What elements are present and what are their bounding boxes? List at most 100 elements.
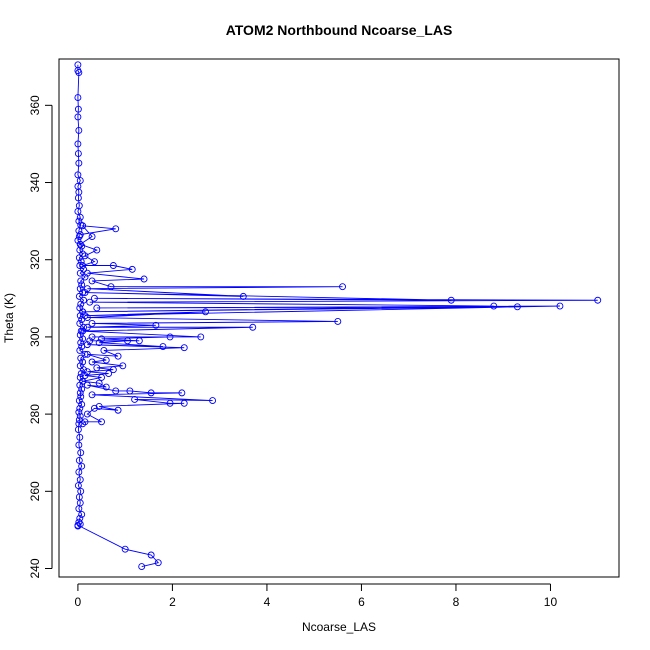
data-point [74,94,82,102]
plot-frame [58,58,620,578]
data-point [100,346,108,354]
data-point [76,331,84,339]
data-point [239,292,247,300]
data-point [114,406,122,414]
data-point [77,277,85,285]
data-point [98,418,105,426]
y-tick-label: 300 [28,327,42,347]
data-point [77,300,85,308]
data-point [81,289,89,296]
data-point [334,318,342,325]
series-3 [76,222,602,428]
x-axis: 0 2 4 6 8 10 [75,583,557,609]
x-tick-label: 4 [264,595,271,609]
data-point [76,373,84,381]
data-point [79,262,87,269]
data-point [77,258,85,266]
data-point [556,302,564,310]
data-point [88,233,96,241]
data-point [74,236,82,244]
data-point [75,518,83,526]
chart-title: ATOM2 Northbound Ncoarse_LAS [226,22,453,38]
data-point [138,563,146,571]
data-point [86,337,94,345]
data-point [112,225,120,233]
data-point [90,258,98,266]
data-point [121,545,129,553]
data-point [78,401,86,408]
data-point [112,387,120,395]
data-point [180,399,188,407]
data-point [147,551,155,559]
data-point [86,298,94,306]
data-point [166,399,174,407]
data-point [78,385,86,393]
data-point [594,296,602,304]
data-point [140,275,148,283]
data-point [209,397,217,405]
data-point [95,402,103,410]
data-point [88,333,96,341]
data-point [76,177,84,185]
data-point [75,69,83,76]
y-tick-label: 360 [28,95,42,115]
data-point [95,339,103,347]
data-point [75,217,83,225]
series-line [77,524,160,568]
data-point [74,171,82,179]
data-point [75,159,83,167]
data-point [154,559,162,567]
data-point [76,240,84,248]
data-point [74,113,82,121]
data-point [78,511,86,518]
x-axis-label: Ncoarse_LAS [302,620,376,634]
data-point [75,505,83,513]
data-point [83,269,91,277]
data-point [88,358,96,366]
data-point [77,339,85,347]
data-point [152,321,160,329]
data-point [76,412,84,420]
data-point [75,126,83,134]
data-point [124,337,131,345]
y-tick-label: 340 [28,172,42,192]
data-point [98,373,105,381]
data-point [197,333,205,341]
data-point [81,372,89,379]
data-point [107,283,115,291]
data-point [83,410,91,418]
series-line [79,225,598,425]
data-point [88,319,96,327]
data-point [95,379,103,387]
data-point [74,105,82,113]
data-point [79,335,87,343]
data-point [81,273,89,281]
y-axis: 240 260 280 300 320 340 360 [28,95,53,579]
data-point [102,356,110,364]
data-point [126,387,134,395]
data-point [74,482,82,489]
data-point [135,337,143,345]
plot-area [74,61,602,571]
data-point [77,354,85,362]
data-point [166,333,174,341]
data-point [77,370,85,378]
data-point [77,449,85,457]
data-point [81,418,89,426]
data-point [76,389,84,397]
data-point [79,377,87,385]
data-point [109,262,117,269]
data-point [76,346,84,354]
x-tick-label: 6 [358,595,365,609]
x-tick-label: 0 [75,595,82,609]
series-2 [74,521,162,571]
data-point [76,319,84,327]
data-point [77,393,85,401]
data-point [102,383,110,391]
data-point [78,281,86,289]
data-point [75,468,83,476]
data-point [159,343,167,351]
data-point [76,404,84,412]
data-point [513,303,521,311]
data-point [74,426,82,433]
